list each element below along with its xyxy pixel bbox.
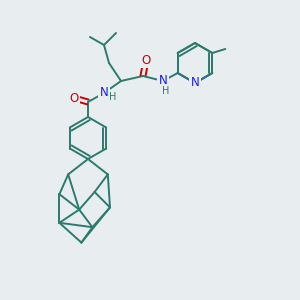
Text: O: O [141, 53, 151, 67]
Text: O: O [69, 92, 79, 104]
Text: N: N [100, 86, 108, 100]
Text: H: H [162, 86, 170, 96]
Text: H: H [109, 92, 117, 102]
Text: N: N [159, 74, 167, 88]
Text: N: N [190, 76, 200, 89]
